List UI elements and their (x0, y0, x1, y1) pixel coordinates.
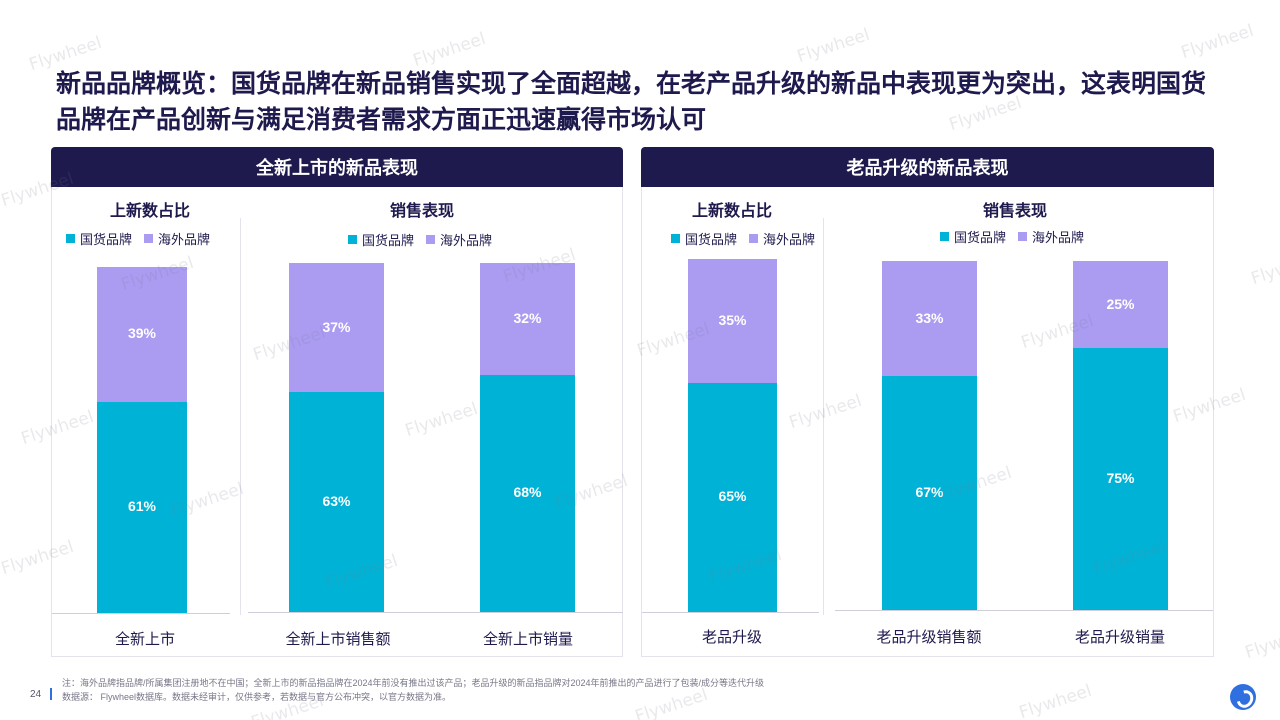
share-title: 上新数占比 (691, 203, 772, 220)
category-label: 老品升级销售额 (876, 629, 982, 646)
legend: 国货品牌 海外品牌 (66, 229, 210, 248)
sales-title: 销售表现 (982, 203, 1047, 220)
data-label-overseas: 33% (915, 309, 944, 326)
legend-swatch (749, 234, 759, 243)
data-label-domestic: 61% (127, 498, 157, 515)
share-title: 上新数占比 (109, 203, 190, 220)
legend-item-overseas: 海外品牌 (749, 229, 815, 248)
legend-swatch (144, 234, 154, 243)
page-number: 24 (30, 689, 42, 700)
legend-label: 国货品牌 (954, 230, 1007, 245)
page-title: 新品品牌概览：国货品牌在新品销售实现了全面超越，在老产品升级的新品中表现更为突出… (56, 70, 1207, 134)
legend-item-overseas: 海外品牌 (426, 230, 492, 249)
legend-swatch (426, 235, 436, 244)
data-label-overseas: 32% (513, 309, 542, 326)
watermark: Flywheel (1242, 620, 1280, 664)
bar-segment-domestic (688, 382, 777, 612)
data-label-domestic: 68% (513, 484, 542, 501)
watermark: Flywheel (1016, 680, 1095, 720)
legend-swatch (671, 234, 680, 243)
flywheel-logo-icon (1230, 684, 1256, 710)
legend-item-domestic: 国货品牌 (940, 227, 1006, 246)
chart-baseline (52, 613, 230, 614)
category-label: 全新上市 (114, 631, 175, 648)
chart-baseline (248, 612, 623, 613)
category-label: 老品升级销量 (1074, 629, 1165, 646)
legend-swatch (66, 234, 75, 243)
data-label-overseas: 37% (322, 318, 351, 335)
watermark: Flywheel (794, 24, 873, 68)
panel-new-launch (51, 187, 623, 657)
watermark: Flywheel (632, 684, 711, 720)
watermark: Flywheel (1248, 246, 1280, 290)
legend-label: 海外品牌 (158, 232, 211, 247)
legend-item-domestic: 国货品牌 (671, 229, 737, 248)
chart-baseline (835, 610, 1213, 611)
footnote-note: 注：海外品牌指品牌/所属集团注册地不在中国；全新上市的新品指品牌在2024年前没… (62, 678, 765, 688)
bar-segment-overseas (882, 261, 977, 377)
data-label-overseas: 39% (127, 325, 157, 342)
legend: 国货品牌 海外品牌 (671, 229, 815, 248)
legend-label: 国货品牌 (362, 233, 415, 248)
data-label-domestic: 65% (718, 488, 747, 505)
footnote-source: 数据源： Flywheel数据库。数据未经审计，仅供参考，若数据与官方公布冲突，… (62, 692, 452, 702)
data-label-domestic: 67% (915, 484, 944, 501)
watermark: Flywheel (410, 28, 489, 72)
legend-item-overseas: 海外品牌 (144, 229, 210, 248)
bar-segment-overseas (289, 263, 384, 393)
data-label-domestic: 75% (1106, 470, 1135, 487)
bar-segment-overseas (480, 263, 575, 375)
legend-label: 国货品牌 (80, 232, 133, 247)
legend-item-domestic: 国货品牌 (348, 230, 414, 249)
bar-segment-overseas (688, 259, 777, 383)
legend-label: 海外品牌 (1032, 230, 1085, 245)
legend-swatch (348, 235, 357, 244)
legend-label: 海外品牌 (763, 232, 816, 247)
bar-segment-overseas (97, 267, 187, 402)
data-label-domestic: 63% (322, 493, 351, 510)
panel-divider (240, 218, 241, 615)
category-label: 全新上市销量 (482, 631, 573, 648)
category-label: 全新上市销售额 (285, 631, 391, 648)
category-label: 老品升级 (701, 629, 762, 646)
panel-title: 老品升级的新品表现 (846, 158, 1009, 178)
bar-segment-domestic (882, 376, 977, 610)
legend-swatch (940, 232, 949, 241)
page-number-divider (50, 688, 52, 700)
bar-segment-domestic (1073, 348, 1168, 610)
legend-swatch (1018, 232, 1028, 241)
legend-item-domestic: 国货品牌 (66, 229, 132, 248)
panel-header-new-launch: 全新上市的新品表现 (51, 147, 623, 187)
bar-segment-domestic (480, 374, 575, 612)
bar-segment-overseas (1073, 261, 1168, 349)
sales-title: 销售表现 (389, 203, 454, 220)
legend: 国货品牌 海外品牌 (940, 227, 1084, 246)
chart-baseline (642, 612, 819, 613)
legend-label: 海外品牌 (440, 233, 493, 248)
data-label-overseas: 35% (718, 311, 747, 328)
data-label-overseas: 25% (1106, 295, 1135, 312)
legend-label: 国货品牌 (685, 232, 738, 247)
legend: 国货品牌 海外品牌 (348, 230, 492, 249)
watermark: Flywheel (1178, 20, 1257, 64)
panel-title: 全新上市的新品表现 (256, 158, 418, 178)
panel-divider (823, 218, 824, 615)
panel-header-upgrade: 老品升级的新品表现 (641, 147, 1214, 187)
panel-upgrade (641, 187, 1214, 657)
bar-segment-domestic (97, 401, 187, 613)
bar-segment-domestic (289, 392, 384, 612)
legend-item-overseas: 海外品牌 (1018, 227, 1084, 246)
